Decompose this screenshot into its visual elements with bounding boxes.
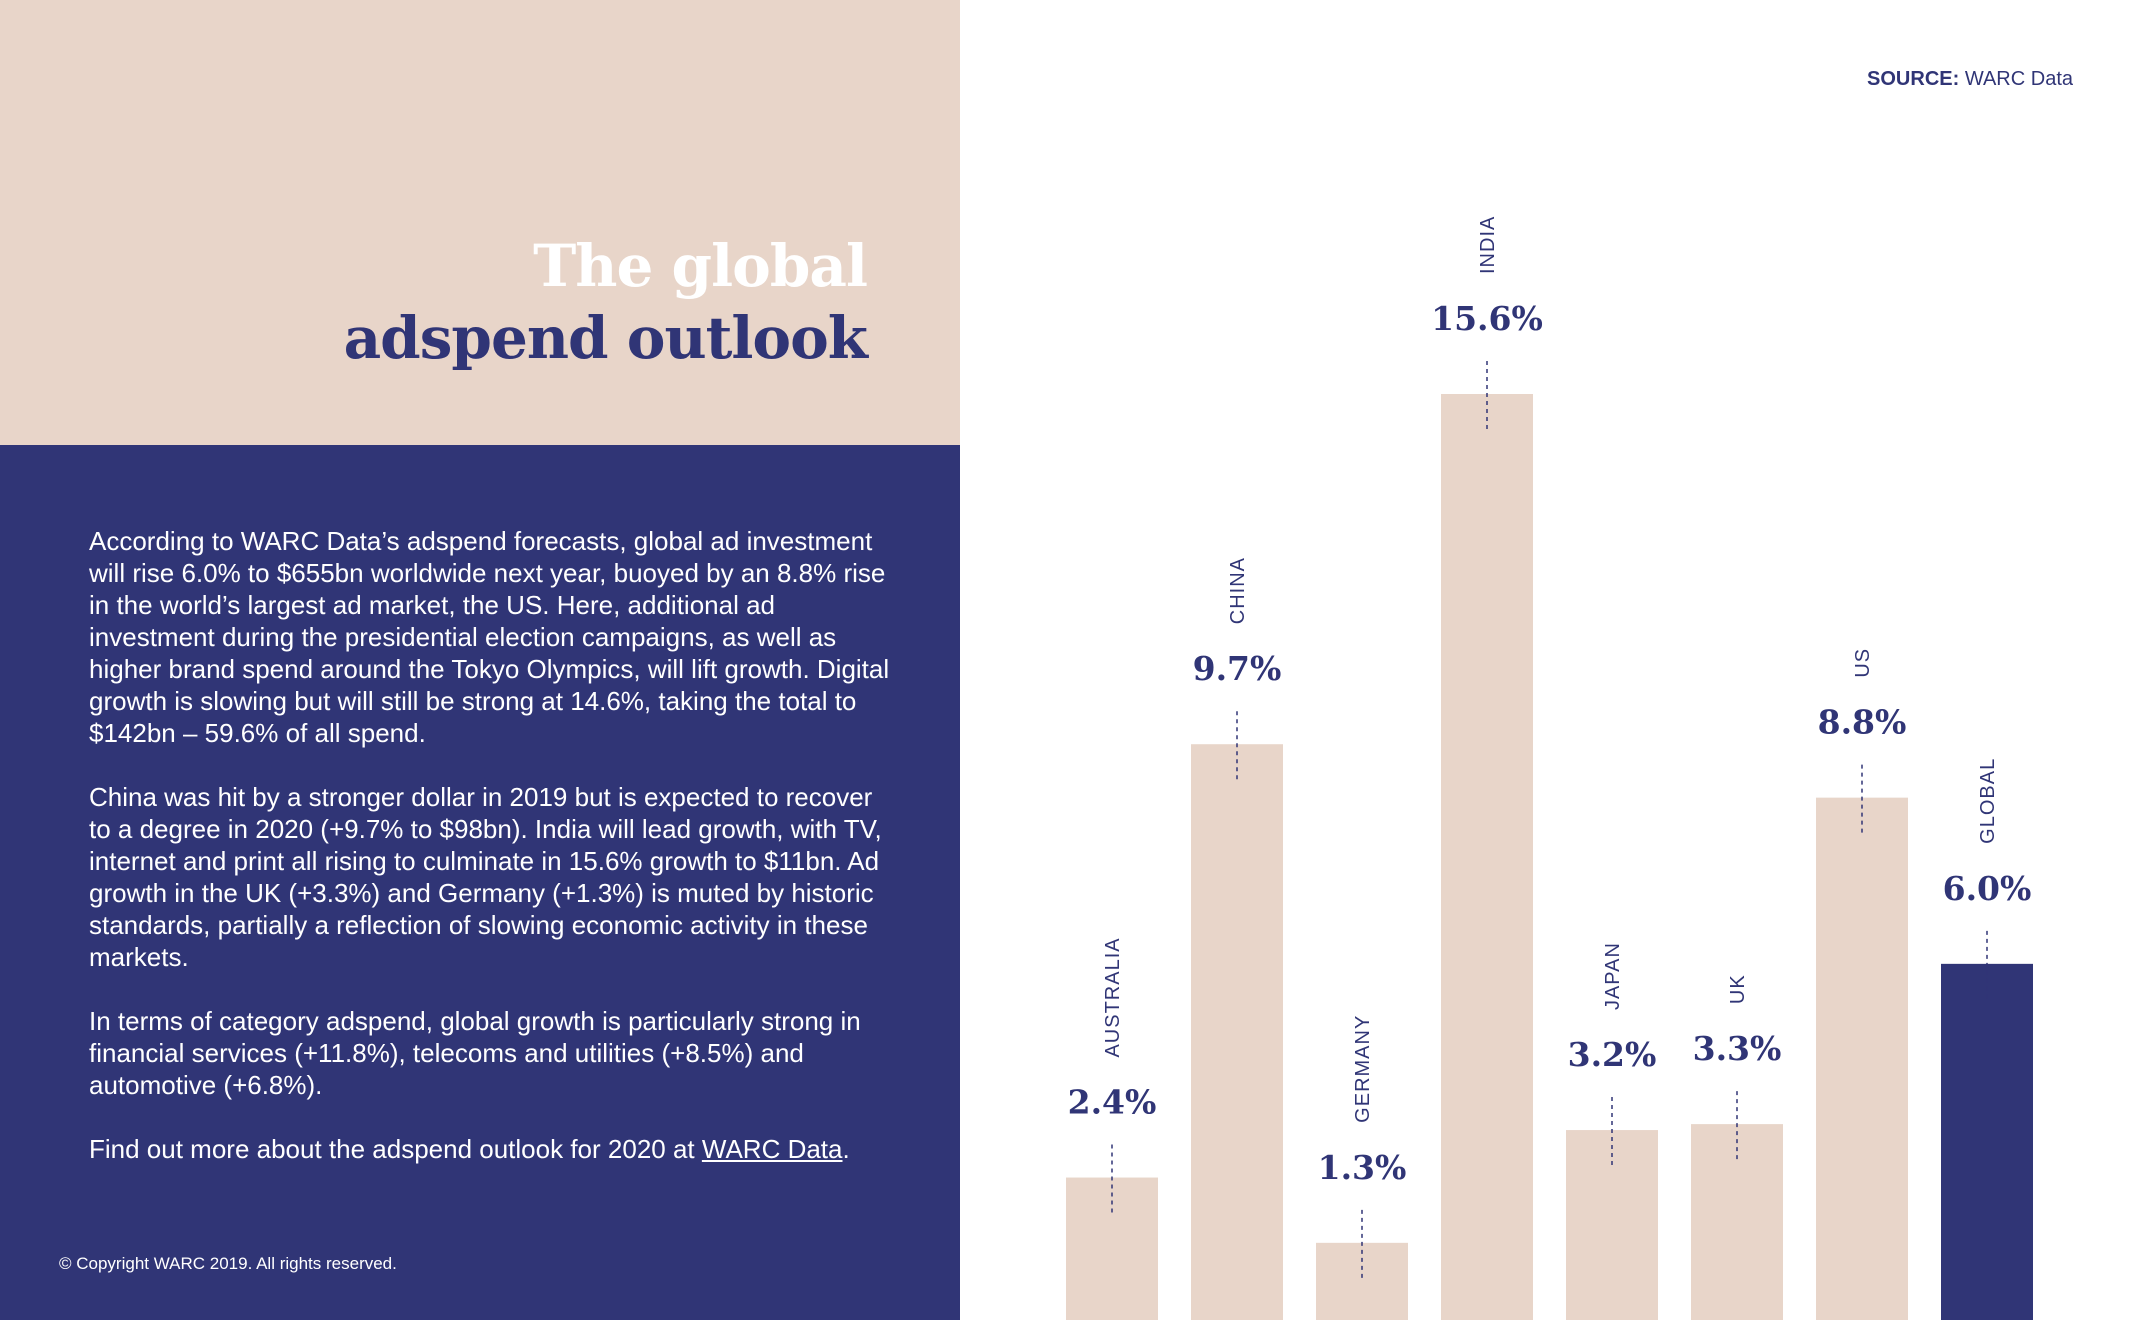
body-text: According to WARC Data’s adspend forecas… xyxy=(89,525,899,1197)
bar-chart: 2.4% AUSTRALIA 9.7% CHINA 1.3% GERMANY 15.6% IN… xyxy=(1066,216,2033,1320)
source-note: SOURCE: WARC Data xyxy=(1867,68,2073,91)
paragraph-1: According to WARC Data’s adspend forecas… xyxy=(89,526,890,748)
source-value: WARC Data xyxy=(1964,68,2073,90)
source-label: SOURCE: xyxy=(1867,68,1960,90)
category-label-us: US xyxy=(1852,648,1874,678)
category-label-china: CHINA xyxy=(1227,557,1249,624)
category-label-japan: JAPAN xyxy=(1602,942,1624,1010)
value-label-global: 6.0% xyxy=(1943,869,2032,908)
paragraph-find-out: Find out more about the adspend outlook … xyxy=(89,1133,899,1165)
copyright: © Copyright WARC 2019. All rights reserv… xyxy=(59,1254,397,1273)
title-line-2: adspend outlook xyxy=(343,304,868,372)
value-label-japan: 3.2% xyxy=(1568,1035,1657,1074)
value-label-australia: 2.4% xyxy=(1068,1083,1157,1122)
title-line-1: The global xyxy=(533,232,868,300)
bar-uk xyxy=(1691,1124,1783,1320)
value-label-us: 8.8% xyxy=(1818,703,1907,742)
text-panel: According to WARC Data’s adspend forecas… xyxy=(0,445,960,1320)
title-panel: The global adspend outlook xyxy=(0,0,960,445)
category-label-india: INDIA xyxy=(1477,216,1499,274)
paragraph-2: China was hit by a stronger dollar in 20… xyxy=(89,782,882,972)
category-label-uk: UK xyxy=(1727,974,1749,1004)
bar-japan xyxy=(1566,1130,1658,1320)
category-label-australia: AUSTRALIA xyxy=(1102,937,1124,1057)
paragraph-3: In terms of category adspend, global gro… xyxy=(89,1006,861,1100)
value-label-china: 9.7% xyxy=(1193,649,1282,688)
value-label-uk: 3.3% xyxy=(1693,1029,1782,1068)
warc-data-link[interactable]: WARC Data xyxy=(701,1134,843,1164)
value-label-germany: 1.3% xyxy=(1318,1148,1407,1187)
category-label-germany: GERMANY xyxy=(1352,1015,1374,1123)
bar-china xyxy=(1191,744,1283,1320)
bar-germany xyxy=(1316,1242,1408,1320)
value-label-india: 15.6% xyxy=(1431,299,1543,338)
find-out-prefix: Find out more about the adspend outlook … xyxy=(89,1134,702,1164)
bar-india xyxy=(1441,394,1533,1320)
bar-australia xyxy=(1066,1177,1158,1320)
page-title: The global adspend outlook xyxy=(343,230,868,374)
find-out-suffix: . xyxy=(842,1134,850,1164)
bar-us xyxy=(1816,797,1908,1320)
category-label-global: GLOBAL xyxy=(1977,758,1999,844)
bar-global xyxy=(1941,963,2033,1320)
